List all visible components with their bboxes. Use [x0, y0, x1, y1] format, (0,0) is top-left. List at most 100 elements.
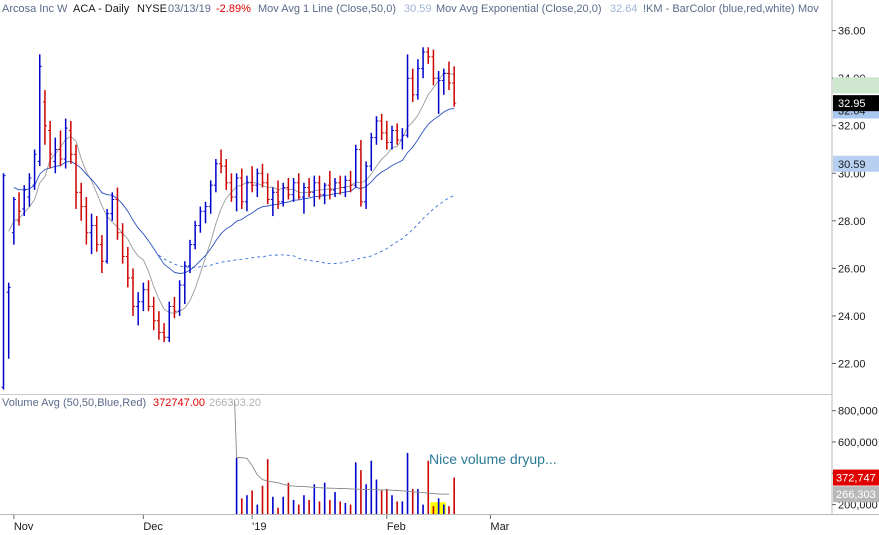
- price-bar[interactable]: [42, 90, 47, 145]
- price-bar[interactable]: [317, 175, 322, 200]
- price-bar[interactable]: [79, 182, 84, 221]
- price-bar[interactable]: [120, 223, 125, 264]
- price-bar[interactable]: [343, 175, 348, 198]
- price-bar[interactable]: [415, 59, 420, 100]
- price-bar[interactable]: [105, 208, 110, 264]
- price-bar[interactable]: [32, 149, 37, 190]
- price-bar[interactable]: [441, 68, 446, 95]
- price-bar[interactable]: [156, 311, 161, 340]
- price-bar[interactable]: [400, 128, 405, 150]
- price-bar[interactable]: [291, 178, 296, 202]
- price-panel[interactable]: [1, 47, 457, 390]
- price-bar[interactable]: [131, 268, 135, 316]
- price-bar[interactable]: [260, 163, 265, 188]
- price-bar[interactable]: [208, 180, 213, 214]
- price-bar[interactable]: [405, 54, 410, 138]
- price-bar[interactable]: [219, 149, 224, 174]
- price-bar[interactable]: [281, 182, 286, 207]
- price-bar[interactable]: [250, 166, 255, 193]
- price-bar[interactable]: [99, 235, 104, 274]
- price-bar[interactable]: [369, 132, 374, 171]
- price-bar[interactable]: [276, 180, 281, 209]
- price-bar[interactable]: [224, 159, 229, 190]
- price-bar[interactable]: [301, 182, 306, 214]
- price-tick-label: 22.00: [838, 358, 866, 370]
- price-bar[interactable]: [177, 280, 182, 316]
- price-bar[interactable]: [338, 175, 343, 195]
- price-bar[interactable]: [239, 168, 244, 209]
- price-bar[interactable]: [84, 197, 89, 245]
- volume-panel[interactable]: [234, 401, 455, 514]
- price-bar[interactable]: [74, 144, 79, 209]
- price-bar[interactable]: [48, 120, 53, 169]
- price-bar[interactable]: [446, 61, 451, 91]
- price-bar[interactable]: [436, 71, 441, 114]
- price-bar[interactable]: [234, 173, 239, 212]
- price-bar[interactable]: [125, 246, 130, 288]
- price-bar[interactable]: [353, 144, 358, 188]
- price-bar[interactable]: [307, 178, 312, 198]
- price-bar[interactable]: [182, 261, 187, 305]
- price-bar[interactable]: [229, 173, 234, 202]
- price-bar[interactable]: [322, 182, 327, 205]
- price-bar[interactable]: [421, 47, 426, 79]
- price-bar[interactable]: [115, 187, 120, 240]
- price-bar[interactable]: [68, 120, 73, 164]
- price-bar[interactable]: [172, 296, 177, 319]
- price-bar[interactable]: [151, 296, 156, 331]
- price-bar[interactable]: [193, 220, 198, 250]
- volume-tick-label: 600,000: [838, 437, 878, 449]
- volume-tick-label: 200,000: [838, 500, 878, 512]
- price-bar[interactable]: [213, 159, 218, 193]
- price-bar[interactable]: [333, 178, 338, 198]
- price-bar[interactable]: [58, 130, 63, 167]
- price-bar[interactable]: [6, 282, 11, 359]
- price-bar[interactable]: [167, 301, 172, 343]
- price-bar[interactable]: [452, 66, 457, 107]
- price-bar[interactable]: [1, 173, 6, 390]
- price-bar[interactable]: [37, 54, 42, 167]
- price-bar[interactable]: [89, 213, 94, 255]
- price-bar[interactable]: [390, 125, 394, 150]
- price-bar[interactable]: [431, 49, 436, 86]
- price-bar[interactable]: [22, 185, 27, 217]
- price-bar[interactable]: [327, 170, 332, 200]
- price-bar[interactable]: [410, 68, 415, 102]
- price-bar[interactable]: [364, 161, 369, 209]
- ma50-legend[interactable]: Mov Avg 1 Line (Close,50,0): [258, 3, 396, 15]
- price-bar[interactable]: [255, 168, 260, 198]
- price-bar[interactable]: [426, 47, 431, 64]
- price-bar[interactable]: [110, 192, 115, 221]
- price-bar[interactable]: [53, 137, 58, 174]
- ema20-legend[interactable]: Mov Avg Exponential (Close,20,0): [436, 3, 602, 15]
- price-bar[interactable]: [203, 201, 208, 224]
- price-bar[interactable]: [244, 175, 249, 212]
- price-bar[interactable]: [27, 173, 32, 207]
- volume-legend[interactable]: Volume Avg (50,50,Blue,Red): [2, 397, 146, 409]
- price-bar[interactable]: [63, 118, 68, 169]
- price-bar[interactable]: [379, 113, 384, 140]
- price-bar[interactable]: [198, 206, 203, 233]
- price-bar[interactable]: [187, 239, 192, 274]
- price-bar[interactable]: [296, 173, 301, 200]
- volume-avg-line: [234, 401, 450, 495]
- price-bar[interactable]: [384, 120, 389, 150]
- price-bar[interactable]: [265, 173, 270, 205]
- price-bar[interactable]: [286, 178, 291, 200]
- price-bar[interactable]: [348, 170, 353, 193]
- price-bar[interactable]: [146, 280, 151, 312]
- price-bar[interactable]: [17, 192, 22, 226]
- price-bar[interactable]: [270, 187, 275, 217]
- price-bar[interactable]: [395, 123, 400, 145]
- price-bar[interactable]: [312, 175, 317, 207]
- price-bar[interactable]: [162, 323, 167, 343]
- price-bar[interactable]: [94, 216, 99, 252]
- price-bar[interactable]: [358, 140, 363, 207]
- barcolor-legend[interactable]: !KM - BarColor (blue,red,white): [643, 3, 795, 15]
- price-bar[interactable]: [136, 292, 141, 326]
- indicator-legend-truncated[interactable]: Mov: [798, 3, 819, 15]
- volume-avg-tag-bg: [833, 486, 879, 503]
- price-bar[interactable]: [11, 197, 16, 245]
- price-bar[interactable]: [141, 282, 146, 312]
- price-bar[interactable]: [374, 116, 379, 145]
